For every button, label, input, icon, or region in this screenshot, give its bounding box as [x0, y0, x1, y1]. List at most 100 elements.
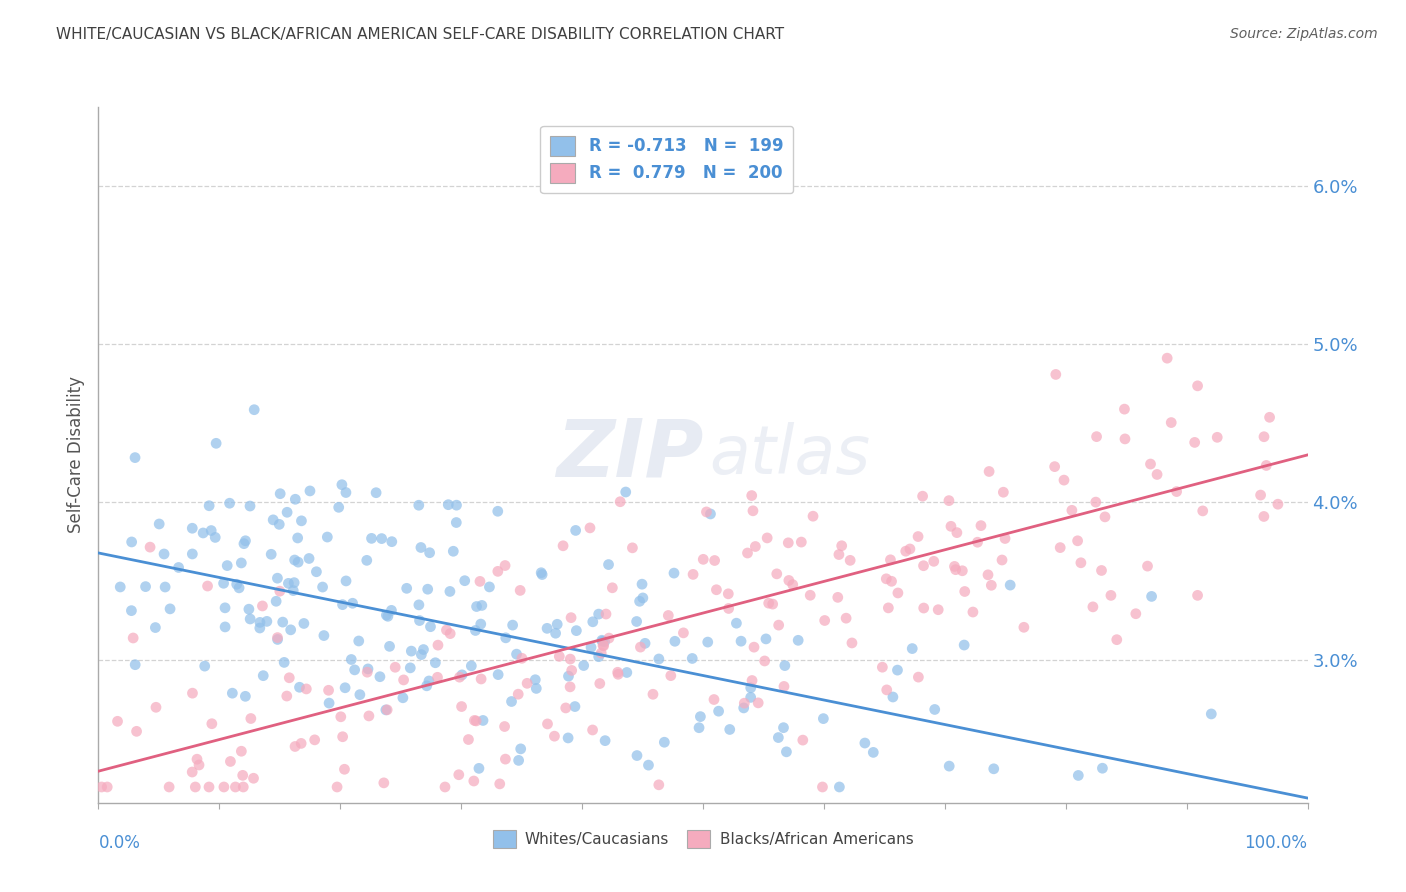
Text: ZIP: ZIP — [555, 416, 703, 494]
Point — [742, 504, 765, 518]
Point — [1114, 432, 1136, 446]
Point — [153, 580, 176, 594]
Point — [872, 660, 894, 674]
Point — [733, 701, 755, 715]
Point — [1094, 509, 1116, 524]
Point — [264, 594, 287, 608]
Point — [262, 513, 284, 527]
Point — [242, 771, 264, 785]
Point — [536, 717, 558, 731]
Point — [945, 563, 967, 577]
Point — [744, 540, 766, 554]
Point — [1187, 588, 1209, 602]
Point — [316, 530, 339, 544]
Point — [280, 623, 302, 637]
Point — [922, 554, 945, 568]
Point — [186, 752, 208, 766]
Point — [153, 547, 176, 561]
Point — [232, 768, 254, 782]
Point — [1250, 488, 1272, 502]
Point — [581, 723, 603, 737]
Point — [252, 668, 274, 682]
Point — [426, 670, 449, 684]
Point — [938, 493, 960, 508]
Point — [598, 631, 620, 645]
Point — [631, 591, 654, 605]
Point — [1114, 402, 1136, 417]
Point — [295, 681, 318, 696]
Point — [813, 712, 835, 726]
Point — [1156, 351, 1178, 366]
Point — [425, 656, 447, 670]
Point — [1136, 559, 1159, 574]
Point — [239, 499, 262, 513]
Point — [1139, 457, 1161, 471]
Point — [595, 607, 617, 621]
Point — [1049, 541, 1071, 555]
Point — [224, 780, 246, 794]
Point — [827, 591, 849, 605]
Point — [218, 496, 240, 510]
Point — [273, 656, 295, 670]
Point — [582, 615, 605, 629]
Point — [703, 553, 725, 567]
Point — [283, 583, 305, 598]
Point — [470, 617, 492, 632]
Point — [198, 499, 221, 513]
Point — [381, 534, 404, 549]
Point — [980, 578, 1002, 592]
Point — [606, 665, 628, 680]
Point — [276, 689, 298, 703]
Point — [478, 580, 501, 594]
Point — [543, 729, 565, 743]
Point — [509, 583, 531, 598]
Point — [450, 699, 472, 714]
Point — [1081, 599, 1104, 614]
Point — [607, 667, 630, 681]
Point — [305, 565, 328, 579]
Point — [560, 610, 582, 624]
Point — [1253, 509, 1275, 524]
Point — [762, 597, 785, 611]
Point — [841, 636, 863, 650]
Point — [755, 632, 778, 646]
Point — [197, 579, 219, 593]
Point — [266, 632, 288, 647]
Point — [347, 634, 370, 648]
Text: 0.0%: 0.0% — [98, 834, 141, 852]
Point — [409, 541, 432, 555]
Point — [135, 580, 157, 594]
Point — [689, 709, 711, 723]
Point — [460, 659, 482, 673]
Point — [465, 599, 488, 614]
Point — [592, 638, 614, 652]
Point — [447, 768, 470, 782]
Point — [939, 519, 962, 533]
Point — [588, 649, 610, 664]
Point — [544, 626, 567, 640]
Point — [181, 547, 204, 561]
Point — [271, 615, 294, 629]
Point — [706, 582, 728, 597]
Point — [1105, 632, 1128, 647]
Point — [1084, 495, 1107, 509]
Point — [411, 648, 433, 662]
Point — [564, 699, 586, 714]
Point — [692, 552, 714, 566]
Point — [446, 498, 468, 512]
Point — [733, 696, 755, 710]
Point — [927, 603, 949, 617]
Point — [546, 617, 568, 632]
Text: 100.0%: 100.0% — [1244, 834, 1308, 852]
Point — [181, 686, 204, 700]
Point — [159, 602, 181, 616]
Point — [239, 612, 262, 626]
Point — [703, 692, 725, 706]
Point — [742, 640, 765, 655]
Point — [1060, 503, 1083, 517]
Point — [1140, 590, 1163, 604]
Point — [659, 668, 682, 682]
Point — [648, 778, 671, 792]
Point — [1012, 620, 1035, 634]
Point — [439, 584, 461, 599]
